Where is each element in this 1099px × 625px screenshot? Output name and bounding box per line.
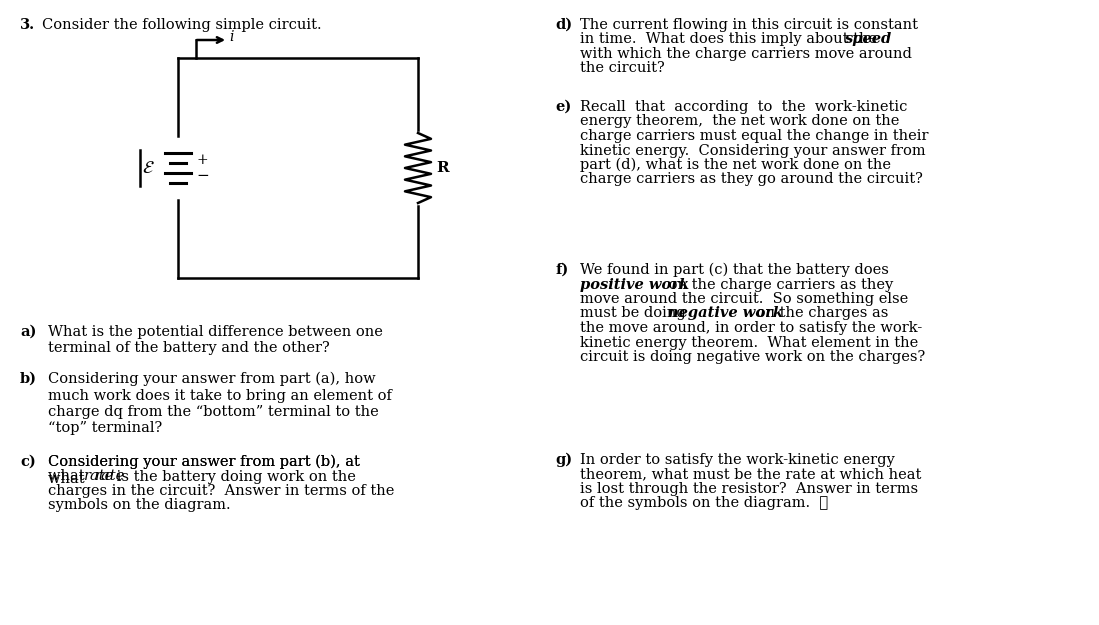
Text: rate: rate: [84, 469, 114, 484]
Text: theorem, what must be the rate at which heat: theorem, what must be the rate at which …: [580, 468, 921, 481]
Text: energy theorem,  the net work done on the: energy theorem, the net work done on the: [580, 114, 899, 129]
Text: is the battery doing work on the: is the battery doing work on the: [112, 469, 356, 484]
Text: what: what: [48, 469, 89, 484]
Text: f): f): [555, 263, 568, 277]
Text: Considering your answer from part (b), at: Considering your answer from part (b), a…: [48, 455, 359, 469]
Text: in time.  What does this imply about the: in time. What does this imply about the: [580, 32, 881, 46]
Text: a): a): [20, 325, 36, 339]
Text: R: R: [436, 161, 448, 175]
Text: part (d), what is the net work done on the: part (d), what is the net work done on t…: [580, 158, 891, 172]
Text: of the symbols on the diagram.  ❖: of the symbols on the diagram. ❖: [580, 496, 829, 511]
Text: Considering your answer from part (a), how
much work does it take to bring an el: Considering your answer from part (a), h…: [48, 372, 392, 435]
Text: b): b): [20, 372, 37, 386]
Text: Considering your answer from part (b), at
what: Considering your answer from part (b), a…: [48, 455, 359, 486]
Text: The current flowing in this circuit is constant: The current flowing in this circuit is c…: [580, 18, 918, 32]
Text: Recall  that  according  to  the  work-kinetic: Recall that according to the work-kineti…: [580, 100, 908, 114]
Text: kinetic energy.  Considering your answer from: kinetic energy. Considering your answer …: [580, 144, 925, 158]
Text: charge carriers as they go around the circuit?: charge carriers as they go around the ci…: [580, 173, 923, 186]
Text: kinetic energy theorem.  What element in the: kinetic energy theorem. What element in …: [580, 336, 919, 349]
Text: −: −: [196, 169, 209, 183]
Text: the move around, in order to satisfy the work-: the move around, in order to satisfy the…: [580, 321, 922, 335]
Text: with which the charge carriers move around: with which the charge carriers move arou…: [580, 47, 912, 61]
Text: on the charge carriers as they: on the charge carriers as they: [664, 278, 893, 291]
Text: rate: rate: [95, 469, 125, 482]
Text: $\mathcal{E}$: $\mathcal{E}$: [142, 159, 155, 177]
Text: c): c): [20, 455, 36, 469]
Text: We found in part (c) that the battery does: We found in part (c) that the battery do…: [580, 263, 889, 278]
Text: charge carriers must equal the change in their: charge carriers must equal the change in…: [580, 129, 929, 143]
Text: circuit is doing negative work on the charges?: circuit is doing negative work on the ch…: [580, 350, 925, 364]
Text: speed: speed: [844, 32, 891, 46]
Text: move around the circuit.  So something else: move around the circuit. So something el…: [580, 292, 908, 306]
Text: is lost through the resistor?  Answer in terms: is lost through the resistor? Answer in …: [580, 482, 918, 496]
Text: on the charges as: on the charges as: [752, 306, 888, 321]
Text: What is the potential difference between one
terminal of the battery and the oth: What is the potential difference between…: [48, 325, 382, 355]
Text: symbols on the diagram.: symbols on the diagram.: [48, 499, 231, 512]
Text: In order to satisfy the work-kinetic energy: In order to satisfy the work-kinetic ene…: [580, 453, 895, 467]
Text: +: +: [196, 153, 208, 167]
Text: the circuit?: the circuit?: [580, 61, 665, 76]
Text: negative work: negative work: [668, 306, 782, 321]
Text: Consider the following simple circuit.: Consider the following simple circuit.: [42, 18, 322, 32]
Text: e): e): [555, 100, 571, 114]
Text: i: i: [229, 30, 233, 44]
Text: g): g): [555, 453, 573, 468]
Text: positive work: positive work: [580, 278, 689, 291]
Text: 3.: 3.: [20, 18, 35, 32]
Text: d): d): [555, 18, 573, 32]
Text: charges in the circuit?  Answer in terms of the: charges in the circuit? Answer in terms …: [48, 484, 395, 498]
Text: must be doing: must be doing: [580, 306, 690, 321]
